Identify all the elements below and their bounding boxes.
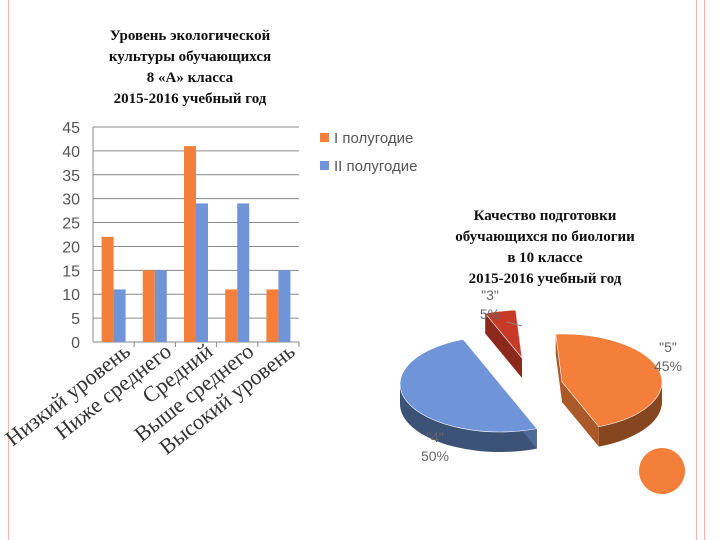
pie-slice-face: [562, 382, 599, 447]
pie-title-line: в 10 классе: [507, 250, 583, 266]
y-tick-label: 20: [62, 239, 80, 256]
pie-slice: [555, 333, 663, 427]
pie-value-label: 45%: [654, 358, 682, 374]
bar-title-line: Уровень экологической: [109, 28, 271, 44]
bar-title-line: культуры обучающихся: [108, 49, 272, 65]
pie-slice-face: [485, 313, 522, 378]
bar-series2: [113, 289, 126, 342]
bar-series2: [237, 203, 250, 342]
frame-line-right-inner: [704, 0, 705, 540]
legend-swatch: [320, 161, 329, 170]
pie-slice-face: [555, 334, 562, 402]
pie-slice: [484, 309, 523, 359]
bar-series1: [184, 146, 196, 342]
y-tick-label: 35: [62, 168, 80, 185]
y-tick-label: 10: [62, 287, 80, 304]
decorative-circle: [639, 448, 685, 494]
legend-label: I полугодие: [334, 130, 413, 147]
bar-series2: [278, 270, 291, 342]
bar-series1: [101, 236, 114, 342]
pie-title-line: Качество подготовки: [473, 208, 617, 224]
pie-category-label: "4": [426, 429, 444, 445]
y-tick-label: 5: [71, 311, 80, 328]
frame-line-right: [696, 0, 697, 540]
pie-title-line: 2015-2016 учебный год: [468, 271, 622, 287]
y-tick-label: 40: [62, 144, 80, 161]
pie-value-label: 50%: [421, 448, 449, 464]
y-tick-label: 25: [62, 216, 80, 233]
frame-line-left: [8, 0, 9, 540]
legend-swatch: [320, 133, 329, 142]
pie-category-label: "5": [659, 339, 677, 355]
pie-chart-title: Качество подготовки обучающихся по биоло…: [420, 206, 670, 290]
bar-title-line: 8 «А» класса: [146, 70, 234, 86]
bar-series1: [225, 289, 238, 342]
pie-value-label: 5%: [480, 306, 500, 322]
legend-label: II полугодие: [334, 158, 418, 175]
bar-series2: [196, 203, 208, 342]
pie-slice-side: [400, 384, 537, 452]
y-tick-label: 45: [62, 120, 80, 137]
bar-series1: [266, 289, 279, 342]
bar-series2: [154, 270, 167, 342]
pie-leader-line: [506, 321, 523, 327]
bar-series1: [142, 270, 155, 342]
pie-title-line: обучающихся по биологии: [455, 229, 635, 245]
y-tick-label: 15: [62, 263, 80, 280]
pie-category-label: "3": [481, 287, 499, 303]
bar-chart-title: Уровень экологической культуры обучающих…: [60, 26, 320, 110]
pie-slice-side: [598, 382, 662, 447]
bar-title-line: 2015-2016 учебный год: [113, 91, 267, 107]
y-tick-label: 0: [71, 335, 80, 352]
y-tick-label: 30: [62, 192, 80, 209]
